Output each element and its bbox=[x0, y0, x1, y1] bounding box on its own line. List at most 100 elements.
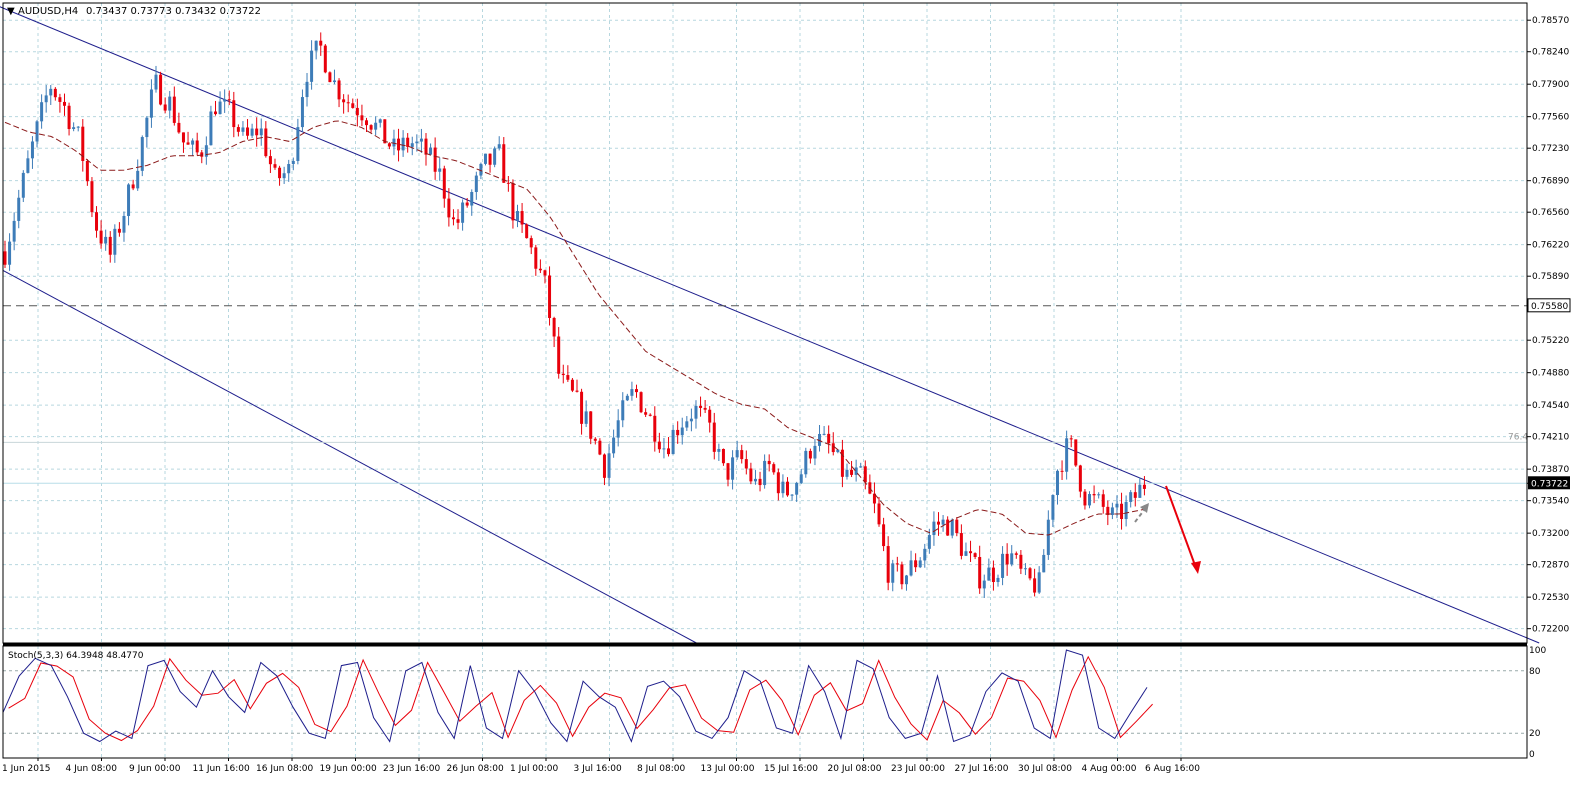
candle-body bbox=[172, 96, 176, 123]
time-tick-label: 6 Aug 16:00 bbox=[1145, 764, 1200, 774]
price-tick-label: 0.74540 bbox=[1532, 401, 1569, 411]
time-tick-label: 1 Jun 2015 bbox=[2, 764, 50, 774]
candle-body bbox=[740, 450, 744, 460]
candle-body bbox=[653, 415, 657, 442]
candle-body bbox=[154, 74, 158, 90]
candle-body bbox=[296, 127, 300, 161]
candle-body bbox=[804, 450, 808, 475]
candle-body bbox=[378, 119, 382, 123]
candle-body bbox=[365, 120, 369, 126]
candle-body bbox=[525, 224, 529, 239]
candle-body bbox=[12, 220, 16, 242]
candle-body bbox=[474, 175, 478, 193]
candle-body bbox=[1133, 492, 1137, 498]
candle-body bbox=[470, 192, 474, 206]
candle-body bbox=[17, 197, 21, 221]
candle-body bbox=[1010, 553, 1014, 565]
candle-body bbox=[447, 198, 451, 218]
candle-body bbox=[1055, 470, 1059, 496]
time-tick-label: 20 Jul 08:00 bbox=[828, 764, 882, 774]
candle-body bbox=[708, 409, 712, 423]
candle-body bbox=[122, 215, 126, 233]
candle-body bbox=[451, 217, 455, 220]
time-tick-label: 23 Jul 00:00 bbox=[891, 764, 945, 774]
candle-body bbox=[676, 429, 680, 436]
candle-body bbox=[497, 144, 501, 149]
candle-body bbox=[328, 72, 332, 83]
price-tick-label: 0.78240 bbox=[1532, 48, 1569, 58]
candle-body bbox=[72, 127, 76, 130]
candle-body bbox=[955, 519, 959, 534]
time-tick-label: 1 Jul 00:00 bbox=[510, 764, 559, 774]
candle-body bbox=[808, 450, 812, 459]
candle-body bbox=[1014, 553, 1018, 555]
candle-body bbox=[914, 560, 918, 568]
candle-body bbox=[438, 168, 442, 172]
candle-body bbox=[612, 437, 616, 454]
ohlc-readout: 0.73437 0.73773 0.73432 0.73722 bbox=[86, 6, 261, 17]
candle-body bbox=[877, 503, 881, 525]
candle-body bbox=[785, 481, 789, 496]
candle-body bbox=[694, 405, 698, 419]
candle-body bbox=[21, 172, 25, 198]
candle-body bbox=[1001, 553, 1005, 578]
stoch-tick-label: 80 bbox=[1529, 667, 1541, 677]
time-tick-label: 13 Jul 00:00 bbox=[701, 764, 755, 774]
price-tick-label: 0.78570 bbox=[1532, 16, 1569, 26]
candle-body bbox=[168, 96, 172, 111]
time-tick-label: 9 Jun 00:00 bbox=[129, 764, 181, 774]
candle-body bbox=[580, 391, 584, 424]
candle-body bbox=[850, 469, 854, 475]
candle-body bbox=[703, 407, 707, 410]
candle-body bbox=[1115, 503, 1119, 508]
price-tick-label: 0.75220 bbox=[1532, 336, 1569, 346]
candle-body bbox=[543, 270, 547, 276]
panel-frames bbox=[2, 2, 1528, 759]
candle-body bbox=[996, 577, 1000, 583]
price-tick-label: 0.73870 bbox=[1532, 465, 1569, 475]
level-price-label: 0.75580 bbox=[1531, 302, 1568, 312]
candle-body bbox=[76, 126, 80, 128]
stochastic-signal-line bbox=[8, 655, 1153, 742]
time-tick-label: 26 Jun 08:00 bbox=[447, 764, 504, 774]
candle-body bbox=[337, 80, 341, 100]
candle-body bbox=[1088, 494, 1092, 506]
time-tick-label: 4 Jun 08:00 bbox=[66, 764, 118, 774]
candle-body bbox=[781, 481, 785, 494]
candle-body bbox=[99, 230, 103, 244]
stochastic-panel-frame bbox=[2, 645, 1528, 759]
candle-body bbox=[360, 115, 364, 121]
candle-body bbox=[1097, 494, 1101, 496]
candle-body bbox=[927, 535, 931, 549]
candle-body bbox=[90, 181, 94, 213]
candle-body bbox=[1069, 438, 1073, 440]
candle-body bbox=[1083, 491, 1087, 506]
candle-body bbox=[401, 137, 405, 151]
candle-body bbox=[657, 441, 661, 450]
collapse-arrow-icon[interactable]: ▼ bbox=[7, 6, 15, 17]
candle-body bbox=[218, 101, 222, 115]
candle-body bbox=[255, 128, 259, 136]
candle-body bbox=[854, 467, 858, 475]
candle-body bbox=[456, 219, 460, 223]
candle-body bbox=[648, 414, 652, 416]
candle-body bbox=[1065, 438, 1069, 472]
arrow-head-icon bbox=[1140, 503, 1149, 513]
candle-body bbox=[195, 140, 199, 153]
candle-body bbox=[246, 127, 250, 136]
candle-body bbox=[593, 438, 597, 441]
candle-body bbox=[840, 449, 844, 477]
candle-body bbox=[625, 395, 629, 401]
stochastic-main-line bbox=[2, 649, 1148, 743]
candle-body bbox=[53, 88, 57, 98]
time-tick-label: 15 Jul 16:00 bbox=[764, 764, 818, 774]
candle-body bbox=[1106, 506, 1110, 515]
price-tick-label: 0.72530 bbox=[1532, 593, 1569, 603]
candle-body bbox=[1046, 519, 1050, 555]
price-tick-label: 0.74880 bbox=[1532, 369, 1569, 379]
candle-body bbox=[282, 173, 286, 179]
candle-body bbox=[213, 111, 217, 115]
candle-body bbox=[639, 392, 643, 413]
candle-body bbox=[721, 448, 725, 464]
